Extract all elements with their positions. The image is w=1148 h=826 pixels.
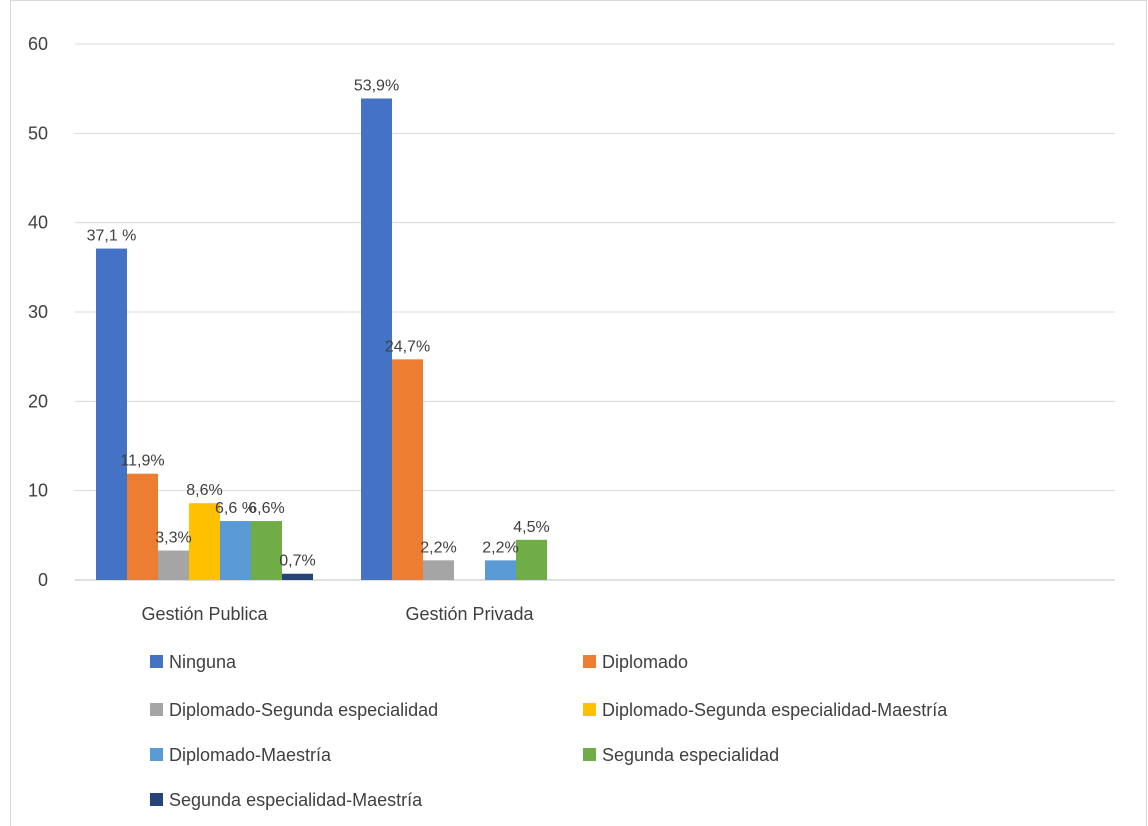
legend-swatch (583, 703, 596, 716)
legend-label: Ninguna (169, 652, 237, 672)
y-tick-label: 60 (28, 34, 48, 54)
data-label: 0,7% (279, 553, 315, 570)
bar (423, 560, 454, 580)
data-label: 6,6% (248, 500, 284, 517)
bar (392, 359, 423, 580)
y-tick-label: 10 (28, 481, 48, 501)
data-labels: 37,1 % 11,9% 3,3% 8,6%6,6 %6,6% 0,7% 53,9% 24,… (87, 77, 550, 569)
bar (361, 98, 392, 580)
legend-swatch (150, 655, 163, 668)
legend-swatch (583, 655, 596, 668)
data-label: 11,9% (120, 453, 164, 470)
bar (516, 539, 547, 580)
chart-frame (10, 0, 1147, 826)
legend-swatch (150, 703, 163, 716)
x-category-label: Gestión Publica (141, 604, 268, 624)
legend-label: Diplomado-Maestría (169, 745, 332, 765)
bar (485, 560, 516, 580)
bar (220, 521, 251, 580)
x-category-label: Gestión Privada (405, 604, 534, 624)
y-tick-label: 30 (28, 302, 48, 322)
bar (127, 473, 158, 580)
legend-label: Diplomado-Segunda especialidad (169, 700, 438, 720)
data-label: 2,2% (420, 539, 456, 556)
y-tick-label: 0 (38, 570, 48, 590)
y-tick-label: 20 (28, 391, 48, 411)
bars (96, 98, 547, 580)
data-label: 2,2% (482, 539, 518, 556)
data-label: 8,6% (186, 482, 222, 499)
y-tick-label: 50 (28, 123, 48, 143)
legend-label: Segunda especialidad (602, 745, 779, 765)
legend-label: Diplomado (602, 652, 688, 672)
legend: Ninguna Diplomado Diplomado-Segunda especi… (150, 652, 948, 810)
data-label: 3,3% (155, 530, 191, 547)
x-axis-categories: Gestión Publica Gestión Privada (141, 604, 534, 624)
data-label: 53,9% (354, 77, 399, 94)
legend-label: Segunda especialidad-Maestría (169, 790, 423, 810)
legend-swatch (583, 748, 596, 761)
y-tick-label: 40 (28, 213, 48, 233)
bar (189, 503, 220, 580)
bar (282, 573, 313, 580)
bar (96, 248, 127, 580)
bar (158, 550, 189, 580)
data-label: 24,7% (385, 338, 430, 355)
legend-swatch (150, 748, 163, 761)
y-axis-ticks: 0 10 20 30 40 50 60 (28, 34, 48, 590)
bar (251, 521, 282, 580)
legend-label: Diplomado-Segunda especialidad-Maestría (602, 700, 948, 720)
data-label: 4,5% (513, 519, 549, 536)
legend-swatch (150, 793, 163, 806)
data-label: 37,1 % (87, 228, 137, 245)
data-label: 6,6 % (215, 500, 256, 517)
